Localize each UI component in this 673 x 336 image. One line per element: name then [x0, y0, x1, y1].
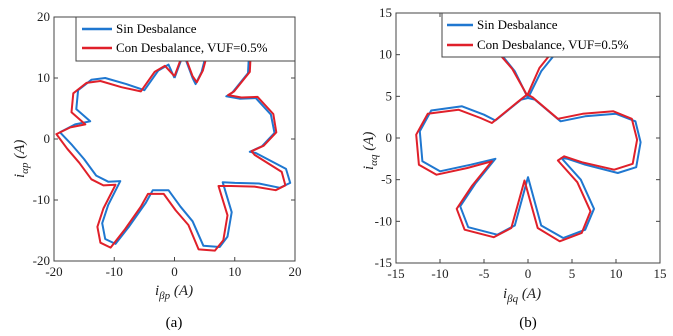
ticks-b: -15 -10 -5 0 5 10 15 -15 -10 -5 0 5 10 15: [375, 5, 667, 281]
y-tick-label-a-2: 0: [44, 131, 51, 146]
legend-a: Sin Desbalance Con Desbalance, VUF=0.5%: [75, 16, 296, 62]
legend-box-b: [441, 12, 661, 58]
y-tick-label-b-6: 15: [379, 5, 392, 20]
ticks-a: -20 -10 0 10 20 -20 -10 0 10 20: [33, 9, 302, 279]
x-tick-label-b-0: -15: [387, 266, 404, 281]
y-tick-label-b-4: 5: [386, 88, 393, 103]
x-tick-label-b-2: -5: [479, 266, 490, 281]
legend-label-b-0: Sin Desbalance: [477, 17, 558, 32]
legend-label-b-1: Con Desbalance, VUF=0.5%: [477, 37, 629, 52]
y-tick-label-b-2: -5: [381, 172, 392, 187]
curves-a: [55, 38, 292, 252]
x-tick-label-a-1: -10: [106, 264, 123, 279]
y-tick-label-b-5: 10: [379, 47, 392, 62]
y-tick-label-a-3: 10: [37, 70, 50, 85]
y-axis-label-a: iαp (A): [12, 140, 31, 178]
y-tick-label-a-1: -10: [33, 192, 50, 207]
panel-b: -15 -10 -5 0 5 10 15 -15 -10 -5 0 5 10 15 Sin Desbala…: [361, 5, 667, 331]
y-tick-label-a-4: 20: [37, 9, 50, 24]
panel-a: -20 -10 0 10 20 -20 -10 0 10 20 Sin Desbalance Co…: [12, 9, 302, 331]
x-tick-label-b-6: 15: [654, 266, 667, 281]
x-tick-label-b-3: 0: [525, 266, 532, 281]
y-tick-label-a-0: -20: [33, 253, 50, 268]
legend-label-a-0: Sin Desbalance: [116, 21, 197, 36]
x-tick-label-a-2: 0: [171, 264, 178, 279]
legend-label-a-1: Con Desbalance, VUF=0.5%: [116, 40, 268, 55]
x-tick-label-a-3: 10: [228, 264, 241, 279]
x-tick-label-b-4: 5: [569, 266, 576, 281]
y-axis-label-b: iαq (A): [361, 132, 380, 170]
x-axis-label-a: iβp (A): [155, 283, 193, 302]
y-tick-label-b-0: -15: [375, 255, 392, 270]
x-tick-label-a-4: 20: [289, 264, 302, 279]
series-line-a-1: [55, 38, 287, 252]
x-tick-label-b-1: -10: [431, 266, 448, 281]
x-tick-label-a-0: -20: [45, 264, 62, 279]
caption-a: (a): [166, 315, 183, 331]
x-axis-label-b: iβq (A): [503, 286, 541, 305]
caption-b: (b): [519, 315, 537, 331]
legend-b: Sin Desbalance Con Desbalance, VUF=0.5%: [441, 12, 661, 58]
legend-box-a: [75, 16, 296, 62]
y-tick-label-b-3: 0: [386, 130, 393, 145]
y-tick-label-b-1: -10: [375, 213, 392, 228]
x-tick-label-b-5: 10: [610, 266, 623, 281]
